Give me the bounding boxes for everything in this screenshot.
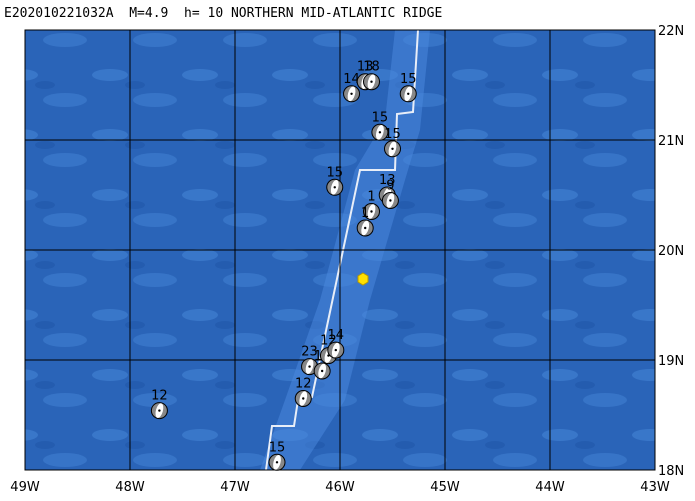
lon-label: 47W	[220, 480, 250, 495]
beachball-center	[334, 348, 337, 352]
beachball-label: 23	[301, 345, 318, 360]
ridge-axis	[265, 29, 419, 471]
beachball-label: 12	[295, 377, 312, 392]
beachball-center	[378, 131, 382, 134]
beachball: 23	[301, 345, 319, 376]
beachball-label: 18	[363, 60, 380, 75]
lon-label: 49W	[10, 480, 40, 495]
epicenter	[357, 272, 369, 286]
lon-label: 44W	[535, 480, 565, 495]
lon-label: 45W	[430, 480, 460, 495]
beachball-center	[350, 92, 353, 96]
beachball: 15	[268, 440, 286, 471]
beachball-label: 15	[372, 110, 389, 125]
beachball-center	[391, 147, 394, 150]
beachball: 12	[150, 389, 168, 420]
beachball: 9	[381, 179, 399, 209]
lon-label: 46W	[325, 480, 355, 495]
lat-label: 18N	[658, 464, 684, 479]
beachball: 14	[327, 328, 345, 359]
beachball-center	[370, 210, 373, 213]
beachball: 1	[363, 190, 380, 220]
beachball-label: 15	[269, 440, 286, 455]
beachball: 15	[384, 127, 401, 158]
beachball: 18	[363, 60, 380, 91]
lon-label: 43W	[640, 480, 670, 495]
beachball-center	[275, 461, 279, 464]
beachball-label: 15	[384, 127, 401, 142]
beachball: 15	[326, 165, 344, 196]
beachball-label: 15	[400, 72, 417, 87]
beachball: 15	[399, 72, 417, 103]
lat-label: 20N	[658, 244, 684, 259]
lat-label: 19N	[658, 354, 684, 369]
beachball: 1	[356, 206, 374, 237]
lat-label: 21N	[658, 134, 684, 149]
beachball-center	[407, 92, 410, 96]
beachball-label: 13	[379, 173, 396, 188]
beachball-label: 13	[357, 60, 374, 75]
beachball-center	[308, 365, 311, 368]
beachball: 15	[371, 110, 389, 141]
beachball-center	[320, 369, 324, 373]
beachball-label: 1	[367, 190, 375, 205]
beachball-label: 14	[343, 72, 360, 87]
beachball-label: 9	[386, 179, 394, 194]
beachball-center	[158, 409, 161, 412]
beachball-center	[302, 397, 305, 400]
beachball-label: 14	[328, 328, 345, 343]
beachball-label: 12	[151, 389, 168, 404]
beachball: 14	[343, 72, 361, 103]
beachball-center	[389, 199, 392, 202]
beachball-label: 15	[326, 165, 343, 180]
beachball-center	[333, 186, 336, 189]
lon-label: 48W	[115, 480, 145, 495]
beachball-center	[364, 226, 367, 230]
beachball-label: 1	[361, 206, 369, 221]
title: E202010221032A M=4.9 h= 10 NORTHERN MID-…	[4, 6, 443, 21]
lat-label: 22N	[658, 24, 684, 39]
beachball-center	[370, 80, 373, 83]
beachball: 12	[294, 377, 312, 407]
